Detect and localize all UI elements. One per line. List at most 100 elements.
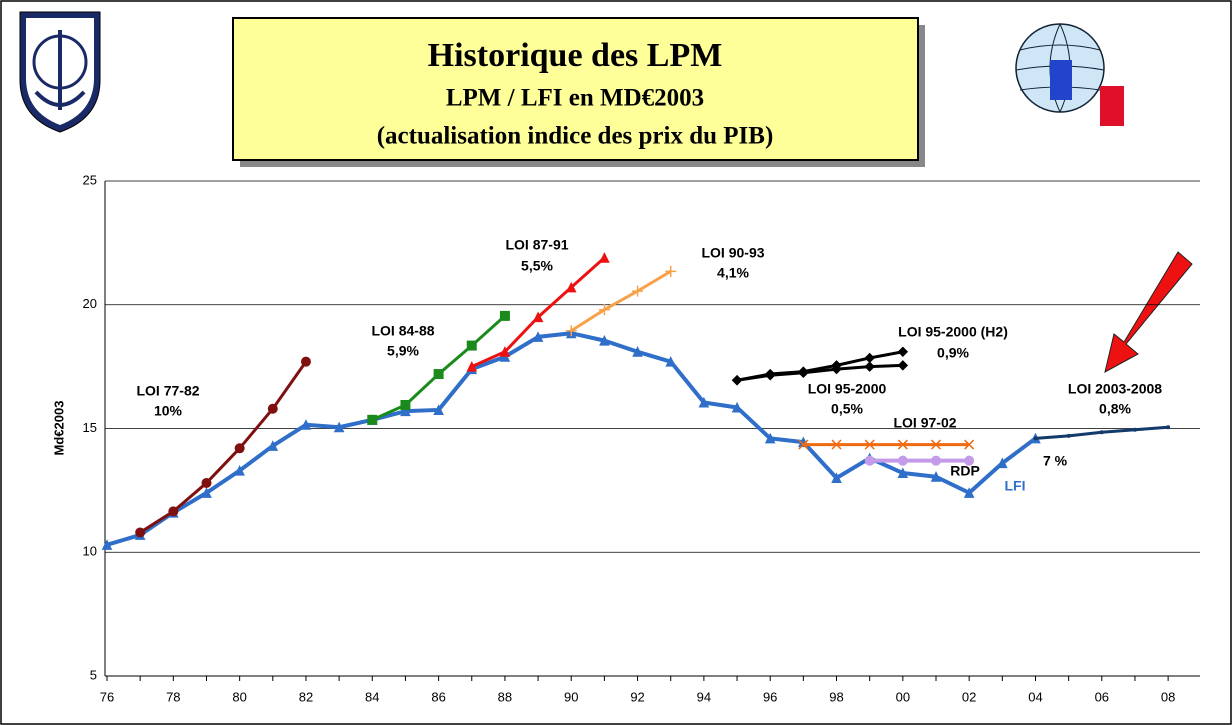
marker (864, 455, 875, 466)
marker (897, 455, 908, 466)
marker (764, 432, 776, 444)
chart-title: Historique des LPM (428, 37, 723, 74)
y-tick-label: 10 (83, 544, 97, 559)
marker (1166, 425, 1171, 430)
series-label: LOI 97-02 (893, 415, 956, 431)
marker (864, 361, 875, 372)
series-label: LOI 90-93 (701, 245, 764, 261)
x-tick-label: 02 (962, 689, 976, 704)
marker (897, 346, 909, 357)
x-tick-label: 90 (564, 689, 578, 704)
series-rate: 0,8% (1099, 401, 1131, 417)
marker (698, 396, 710, 408)
marker (400, 405, 411, 417)
marker (135, 527, 146, 538)
marker (499, 310, 510, 321)
x-tick-label: 96 (763, 689, 777, 704)
marker (764, 370, 776, 381)
marker (267, 440, 279, 451)
marker (300, 356, 311, 367)
x-tick-label: 88 (498, 689, 512, 704)
marker (599, 252, 610, 263)
marker (897, 467, 909, 479)
marker (367, 414, 378, 425)
marker (930, 439, 942, 450)
marker (598, 304, 610, 316)
series-label: LOI 95-2000 (H2) (898, 324, 1008, 340)
marker (997, 457, 1008, 469)
x-tick-label: 76 (100, 689, 114, 704)
marker (1132, 427, 1137, 432)
series-label: RDP (950, 463, 980, 479)
marker (234, 464, 245, 476)
x-tick-label: 86 (431, 689, 445, 704)
left-logo (19, 11, 101, 133)
right-logo (1015, 23, 1124, 126)
marker (101, 539, 113, 550)
marker (1066, 433, 1071, 438)
marker (864, 439, 875, 450)
series-label: LOI 87-91 (505, 237, 568, 253)
marker (964, 455, 975, 466)
marker (466, 340, 477, 351)
series-line (570, 270, 672, 333)
series-label: LOI 2003-2008 (1068, 381, 1162, 397)
series-label: LFI (1005, 478, 1026, 494)
marker (798, 439, 809, 450)
annotation: 7 % (1043, 453, 1068, 469)
marker (466, 361, 478, 372)
series-label: LOI 84-88 (371, 323, 434, 339)
marker (599, 335, 610, 346)
arrow (1104, 251, 1193, 373)
marker (632, 346, 643, 357)
marker (897, 439, 908, 450)
series-line (736, 363, 903, 382)
y-axis-label: Md€2003 (51, 401, 66, 456)
marker (532, 311, 544, 323)
series-rate: 0,9% (937, 345, 969, 361)
x-tick-label: 94 (697, 689, 711, 704)
marker (831, 363, 842, 375)
x-tick-label: 08 (1161, 689, 1175, 704)
x-tick-label: 80 (232, 689, 246, 704)
chart-subtitle: (actualisation indice des prix du PIB) (377, 123, 774, 150)
marker (300, 419, 312, 430)
marker (930, 471, 942, 482)
marker (731, 375, 743, 386)
marker (400, 399, 411, 410)
series-label: LOI 77-82 (136, 383, 199, 399)
series-rate: 10% (154, 403, 183, 419)
marker (632, 285, 644, 297)
series-rate: 0,5% (831, 401, 863, 417)
chart-subtitle: LPM / LFI en MD€2003 (446, 85, 704, 112)
x-tick-label: 00 (896, 689, 910, 704)
x-tick-label: 84 (365, 689, 379, 704)
series-rate: 5,5% (521, 258, 553, 274)
x-tick-label: 04 (1028, 689, 1042, 704)
marker (931, 455, 941, 466)
marker (665, 356, 677, 367)
marker (565, 281, 577, 293)
marker (267, 403, 278, 414)
marker (499, 346, 511, 357)
marker (201, 477, 212, 488)
marker (433, 404, 444, 415)
marker (234, 443, 245, 454)
marker (532, 331, 544, 342)
y-tick-label: 25 (83, 172, 97, 187)
y-tick-label: 15 (83, 420, 97, 435)
title-box (232, 17, 919, 161)
marker (333, 421, 345, 433)
marker (731, 401, 743, 413)
marker (433, 369, 444, 380)
marker (963, 487, 975, 498)
marker (565, 325, 577, 337)
marker (665, 265, 677, 277)
marker (1099, 430, 1104, 435)
series-label: LOI 95-2000 (808, 381, 887, 397)
series-rate: 4,1% (717, 265, 749, 281)
y-tick-label: 20 (83, 296, 97, 311)
x-tick-label: 06 (1095, 689, 1109, 704)
marker (897, 360, 909, 371)
